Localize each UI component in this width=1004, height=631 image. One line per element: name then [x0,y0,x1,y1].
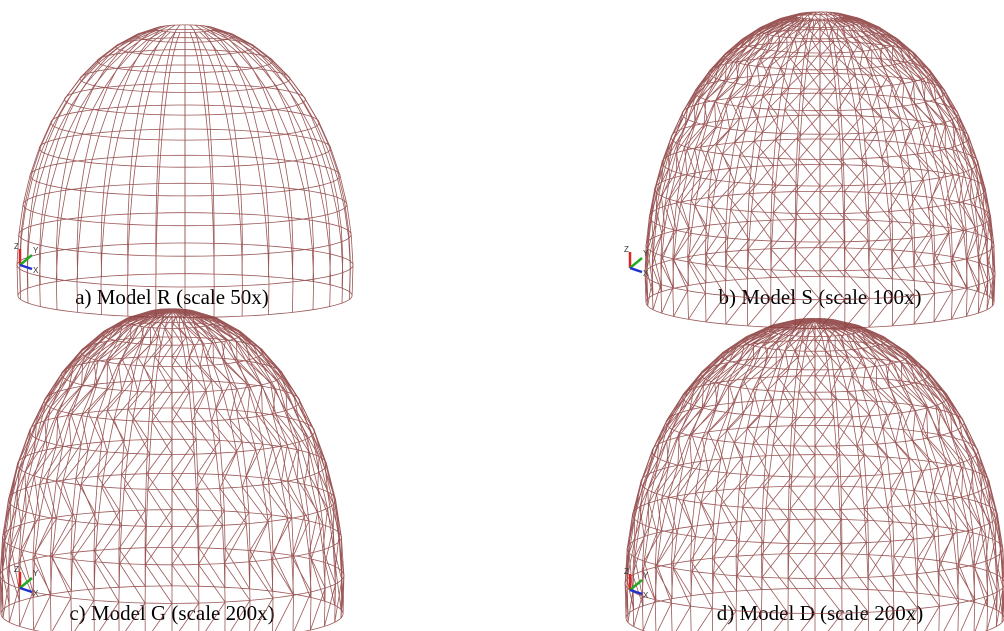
diagonal [820,19,845,328]
rib [156,25,180,274]
rib [661,14,798,292]
rib [77,32,166,313]
rib [56,26,162,281]
axis-label: Z [624,245,629,254]
rib [200,32,269,315]
rib [101,25,170,276]
axis-label: Y [643,249,649,258]
rib [815,320,1004,618]
rib [815,320,959,631]
diagonal [51,310,172,631]
rib [838,18,952,319]
diagonal [795,12,820,277]
figure: a) Model R (scale 50x) b) Model S (scale… [0,0,1004,631]
rib [795,19,816,328]
diagonal [672,320,815,631]
caption: a) Model R (scale 50x) [75,285,269,309]
axis-label: Y [33,246,39,255]
rib [841,14,968,289]
axis-label: Y [643,571,649,580]
axis-y [630,258,642,268]
axis-x [630,268,642,272]
rib [200,25,269,276]
axis-label: X [33,589,39,598]
rib [673,14,800,289]
diagonal [771,19,814,327]
diagonal [841,18,980,317]
dome-wireframe [17,25,353,318]
axis-label: Z [14,242,19,251]
rib [94,310,172,631]
rib [156,33,180,318]
diagonal [795,19,820,328]
diagonal [842,14,978,292]
rib [830,19,893,326]
axis-label: Z [14,565,19,574]
rib [190,25,214,274]
diagonal [172,310,311,631]
rib [204,32,293,313]
dome-wireframe [0,309,344,631]
rib [815,320,997,627]
rib [838,13,952,285]
rib [207,26,313,281]
axis-label: X [33,266,39,275]
axis-label: Z [624,567,629,576]
diagonal [841,14,967,289]
rib [51,310,173,631]
rib [842,14,979,292]
dome-wireframe [645,12,995,328]
rib [824,19,845,328]
rib [40,31,160,307]
diagonal [815,320,894,631]
rib [172,310,311,630]
axis-label: X [643,591,649,600]
diagonal [94,310,172,631]
rib [736,320,815,631]
axis-label: X [643,269,649,278]
diagonal [626,320,815,618]
axis-label: Y [33,569,39,578]
dome-wireframe [625,318,1004,631]
rib [788,320,815,631]
rib [688,18,802,319]
rib [210,31,330,307]
diagonal [815,320,997,631]
diagonal [824,19,870,328]
rib [190,33,214,318]
rib [101,32,170,315]
diagonal [673,13,802,285]
diagonal [815,320,1004,618]
axis-x [20,265,32,269]
